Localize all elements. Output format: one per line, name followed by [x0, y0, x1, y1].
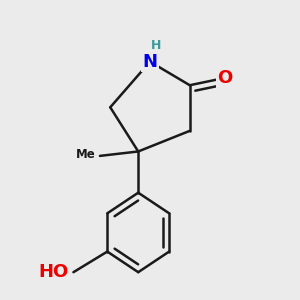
- Text: HO: HO: [39, 263, 69, 281]
- Text: N: N: [142, 53, 158, 71]
- Text: H: H: [151, 39, 161, 52]
- Text: O: O: [218, 69, 233, 87]
- Text: Me: Me: [76, 148, 95, 161]
